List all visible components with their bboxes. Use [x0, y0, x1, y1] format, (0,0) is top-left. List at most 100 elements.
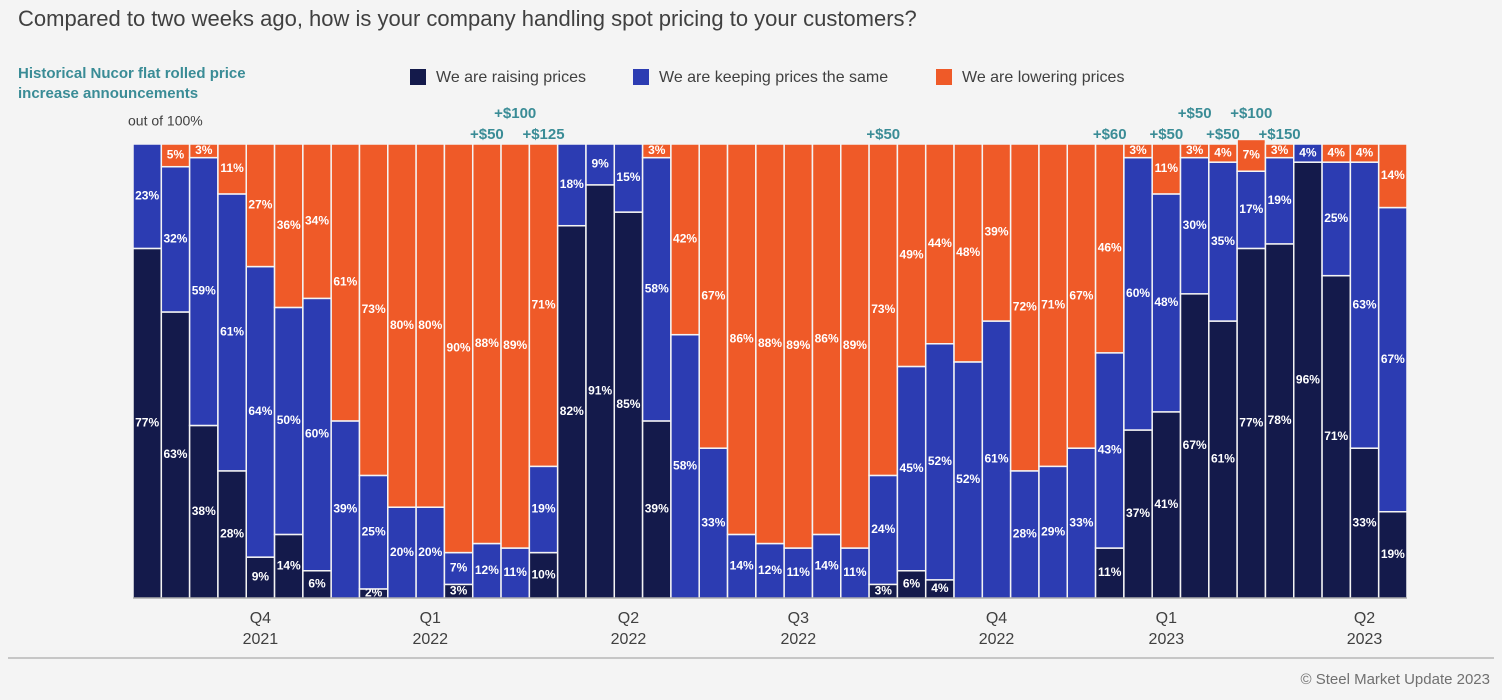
- value-label: 32%: [163, 232, 187, 246]
- bar-segment: [1179, 293, 1210, 599]
- announcement: +$60: [1093, 126, 1127, 143]
- bar-segment: [670, 333, 700, 599]
- bar-segment: [1151, 193, 1182, 413]
- bar-segment: [1151, 143, 1182, 195]
- value-label: 52%: [956, 472, 980, 486]
- value-label: 52%: [928, 454, 952, 468]
- bar-segment: [217, 193, 247, 472]
- bar-segment: [783, 143, 814, 549]
- bar-segment: [556, 143, 587, 227]
- value-label: 60%: [305, 427, 329, 441]
- bar-segment: [1208, 161, 1238, 322]
- value-label: 28%: [1013, 527, 1037, 541]
- value-label: 67%: [1381, 352, 1405, 366]
- value-label: 29%: [1041, 524, 1065, 538]
- value-label: 73%: [871, 302, 895, 316]
- value-label: 19%: [531, 502, 555, 516]
- value-label: 63%: [1353, 297, 1377, 311]
- bar-segment: [896, 365, 927, 572]
- value-label: 11%: [504, 565, 528, 579]
- bar-segment: [1038, 143, 1069, 468]
- value-label: 3%: [1186, 143, 1204, 157]
- value-label: 33%: [701, 515, 725, 529]
- value-label: 39%: [333, 502, 357, 516]
- value-label: 19%: [1268, 193, 1292, 207]
- bar-segment: [981, 320, 1012, 599]
- bar-segment: [726, 143, 757, 536]
- value-label: 4%: [931, 581, 949, 595]
- bar-segment: [1236, 247, 1267, 599]
- bar-segment: [500, 143, 531, 549]
- value-label: 39%: [645, 502, 669, 516]
- bar-segment: [698, 447, 729, 599]
- value-label: 86%: [730, 331, 754, 345]
- bar-segment: [1377, 510, 1408, 599]
- value-label: 64%: [248, 404, 272, 418]
- bar-segment: [245, 265, 276, 558]
- announcement: +$50: [470, 126, 504, 143]
- announcement: +$50: [1206, 126, 1240, 143]
- value-label: 61%: [220, 325, 244, 339]
- value-label: 3%: [1271, 143, 1289, 157]
- bar-segment: [1377, 143, 1408, 209]
- bar-segment: [217, 143, 247, 195]
- x-tick-label: Q2: [618, 610, 639, 627]
- bar-segment: [188, 424, 219, 599]
- x-tick-label: 2022: [611, 631, 647, 648]
- bar-segment: [613, 143, 644, 213]
- value-label: 67%: [1069, 288, 1093, 302]
- legend-swatch: [410, 69, 426, 85]
- bar-segment: [1349, 447, 1380, 599]
- value-label: 43%: [1098, 443, 1122, 457]
- value-label: 6%: [308, 577, 326, 591]
- value-label: 61%: [984, 452, 1008, 466]
- bar-segment: [245, 556, 276, 599]
- bar-segment: [160, 165, 191, 313]
- bar-segment: [132, 143, 163, 250]
- value-label: 23%: [135, 188, 159, 202]
- value-label: 3%: [1129, 143, 1147, 157]
- value-label: 67%: [1183, 438, 1207, 452]
- announcement: +$50: [1178, 105, 1212, 122]
- bar-segment: [387, 143, 417, 508]
- x-tick-label: Q4: [986, 610, 1007, 627]
- x-tick-label: Q4: [250, 610, 271, 627]
- x-tick-label: 2022: [412, 631, 448, 648]
- bar-segment: [1123, 429, 1153, 599]
- value-label: 72%: [1013, 300, 1037, 314]
- bar-segment: [981, 143, 1012, 322]
- x-tick-label: Q1: [1156, 610, 1177, 627]
- value-label: 3%: [648, 143, 666, 157]
- value-label: 20%: [418, 545, 442, 559]
- value-label: 4%: [1356, 145, 1374, 159]
- bar-segment: [868, 143, 899, 477]
- value-label: 88%: [758, 336, 782, 350]
- bar-segment: [1236, 170, 1267, 250]
- value-label: 89%: [503, 338, 527, 352]
- value-label: 80%: [390, 318, 414, 332]
- x-tick-label: Q2: [1354, 610, 1375, 627]
- value-label: 45%: [900, 461, 924, 475]
- announcement: +$125: [522, 126, 564, 143]
- legend-swatch: [936, 69, 952, 85]
- x-tick-label: 2022: [979, 631, 1015, 648]
- bar-segment: [1321, 161, 1352, 277]
- bar-segment: [811, 143, 842, 536]
- bar-segment: [1066, 143, 1097, 449]
- bar-segment: [188, 156, 219, 427]
- value-label: 85%: [616, 397, 640, 411]
- value-label: 24%: [871, 522, 895, 536]
- value-label: 9%: [591, 157, 609, 171]
- value-label: 10%: [531, 567, 555, 581]
- value-label: 78%: [1268, 413, 1292, 427]
- bar-segment: [1264, 243, 1295, 599]
- bar-segment: [1264, 156, 1295, 245]
- value-label: 14%: [1381, 168, 1405, 182]
- value-label: 14%: [730, 558, 754, 572]
- bar-segment: [500, 547, 531, 599]
- value-label: 67%: [701, 288, 725, 302]
- value-label: 58%: [673, 459, 697, 473]
- value-label: 37%: [1126, 506, 1150, 520]
